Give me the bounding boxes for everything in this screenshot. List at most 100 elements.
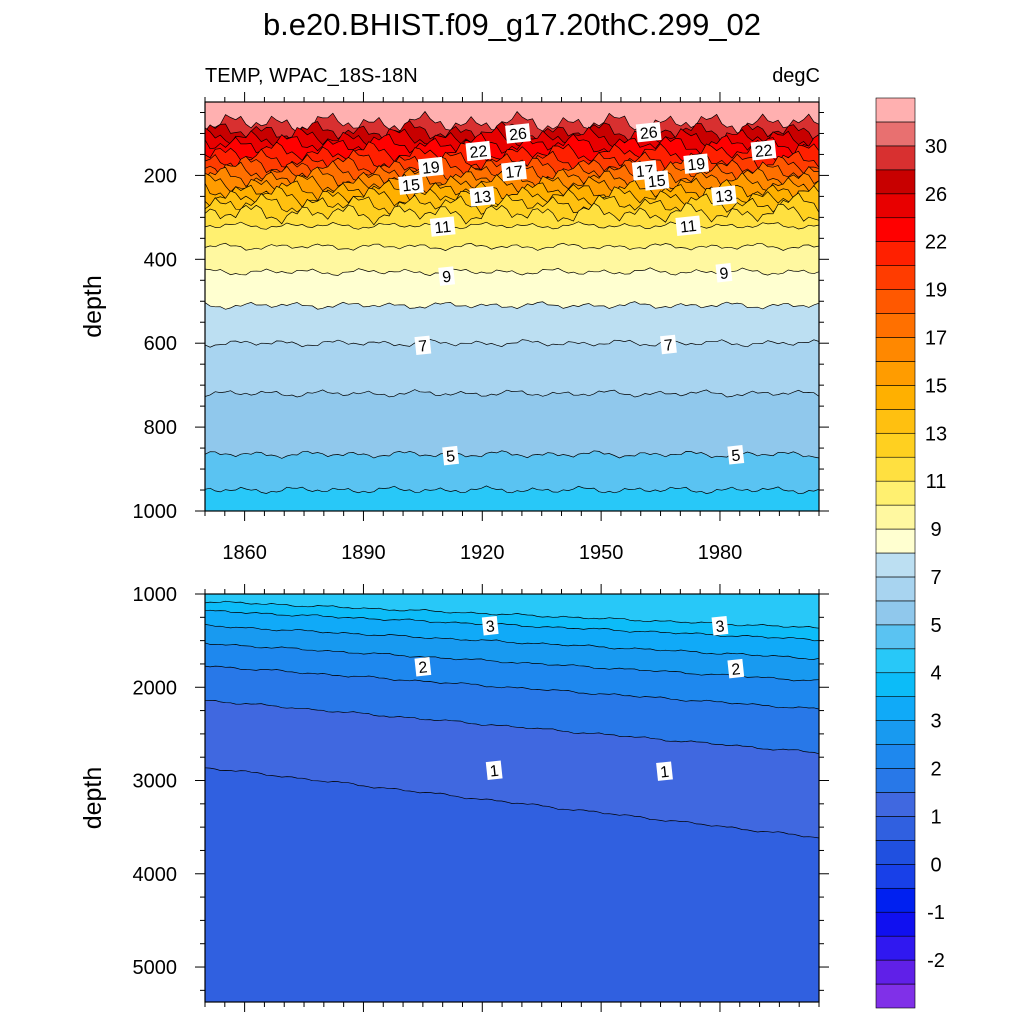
isotherm-line	[204, 665, 820, 710]
isotherm-line	[204, 624, 820, 660]
colorbar-swatch	[875, 983, 916, 1009]
colorbar-swatch	[875, 528, 916, 554]
contour-label-box	[429, 216, 456, 237]
isotherm-line	[204, 389, 820, 398]
colorbar-swatch	[875, 480, 916, 506]
contour-label: 13	[469, 186, 496, 207]
contour-label-box	[398, 174, 424, 195]
contour-label-text: 19	[687, 156, 707, 175]
contour-label-box	[465, 140, 492, 162]
contour-label-box	[660, 334, 677, 355]
isotherm-line	[204, 141, 820, 164]
colorbar: -2 -1 0 1 2 3 4 5 7 9 11 13 15 17 19 22 26 30	[875, 97, 947, 1009]
colorbar-swatch	[875, 97, 916, 123]
colorbar-tick-label: -1	[927, 902, 945, 924]
y-tick-label: 1000	[133, 584, 178, 606]
x-tick-label: 1890	[341, 542, 386, 564]
colorbar-swatch	[875, 217, 916, 242]
colorbar-swatch	[875, 385, 916, 410]
contour-label-box	[711, 615, 729, 636]
contour-label-text: 5	[731, 447, 742, 465]
colorbar-swatch	[875, 864, 916, 889]
colorbar-swatch	[875, 648, 916, 674]
contour-label: 9	[715, 262, 733, 283]
contour-label-text: 15	[647, 173, 667, 192]
contour-label-text: 3	[485, 618, 496, 636]
colorbar-tick-label: 7	[930, 567, 941, 589]
panels-layer: 200 400 600 800 1000 1860 1890 1920 1950 1980 dept…	[79, 92, 829, 1012]
colorbar-swatch	[875, 624, 916, 650]
contour-label-box	[643, 170, 670, 191]
contour-label-text: 13	[473, 188, 493, 207]
colorbar-swatch	[875, 409, 916, 434]
colorbar-swatch	[875, 289, 916, 314]
colorbar-swatch	[875, 840, 916, 865]
contour-label-box	[481, 615, 499, 636]
colorbar-swatch	[875, 768, 916, 793]
y-tick-label: 4000	[133, 864, 178, 886]
contour-label-text: 11	[434, 219, 452, 238]
contour-label: 3	[481, 615, 499, 636]
contour-label: 26	[635, 121, 662, 143]
colorbar-tick-label: 30	[925, 136, 947, 158]
contour-label-box	[683, 153, 710, 174]
contour-label-text: 19	[421, 159, 441, 178]
contour-label-text: 1	[659, 764, 670, 782]
colorbar-swatch	[875, 193, 916, 219]
contour-label: 22	[750, 140, 777, 161]
x-tick-label: 1860	[222, 542, 267, 564]
contour-label-text: 26	[508, 126, 528, 145]
isotherm-line	[204, 609, 820, 642]
panel-2: 1000 2000 3000 4000 5000 depth 3 3 2 2 1 1	[79, 584, 829, 1012]
colorbar-swatch	[875, 696, 916, 721]
colorbar-tick-label: 2	[930, 759, 941, 781]
isotherm-line	[204, 642, 820, 682]
colorbar-swatch	[875, 361, 916, 386]
colorbar-swatch	[875, 456, 916, 482]
contour-label: 5	[727, 445, 745, 465]
contour-label: 15	[398, 174, 424, 196]
contour-label: 7	[414, 335, 432, 356]
contour-label: 15	[643, 170, 670, 192]
units-label: degC	[772, 65, 820, 87]
colorbar-tick-label: 3	[930, 711, 941, 733]
contour-label-text: 22	[754, 142, 774, 161]
contour-label-text: 5	[445, 448, 456, 466]
contour-label: 11	[675, 215, 702, 237]
contour-label: 2	[414, 657, 432, 677]
y-tick-label: 800	[144, 417, 177, 439]
y-tick-label: 1000	[133, 501, 178, 523]
contour-label-box	[727, 445, 745, 465]
figure-title: b.e20.BHIST.f09_g17.20thC.299_02	[263, 7, 761, 42]
panel-1: 200 400 600 800 1000 1860 1890 1920 1950 1980 dept…	[79, 92, 829, 564]
contour-label-text: 17	[504, 163, 524, 182]
colorbar-tick-label: 0	[930, 854, 941, 876]
isotherm-line	[204, 339, 820, 348]
contour-label-text: 13	[714, 188, 734, 207]
contour-label-box	[711, 185, 737, 206]
plot-frame	[204, 101, 820, 512]
contour-label-box	[715, 262, 733, 283]
contour-label: 1	[485, 760, 503, 781]
colorbar-tick-label: 22	[925, 232, 947, 254]
colorbar-tick-label: 26	[925, 184, 947, 206]
x-tick-label: 1920	[460, 542, 505, 564]
colorbar-swatch	[875, 432, 916, 458]
contour-label: 1	[656, 761, 673, 782]
colorbar-swatch	[875, 169, 916, 195]
contour-fill-band	[205, 485, 819, 511]
colorbar-swatch	[875, 720, 916, 745]
contour-label-box	[485, 760, 503, 780]
contour-label-text: 7	[663, 337, 674, 355]
colorbar-swatch	[875, 600, 916, 626]
colorbar-tick-label: 9	[930, 519, 941, 541]
contour-label-box	[675, 215, 702, 236]
colorbar-swatch	[875, 672, 916, 697]
isotherm-line	[204, 221, 820, 230]
contour-label: 19	[417, 156, 444, 178]
contour-label: 7	[660, 334, 677, 355]
colorbar-swatch	[875, 313, 916, 338]
contour-label: 11	[429, 216, 456, 238]
contour-label-box	[417, 156, 444, 178]
contour-label-text: 9	[441, 269, 452, 287]
